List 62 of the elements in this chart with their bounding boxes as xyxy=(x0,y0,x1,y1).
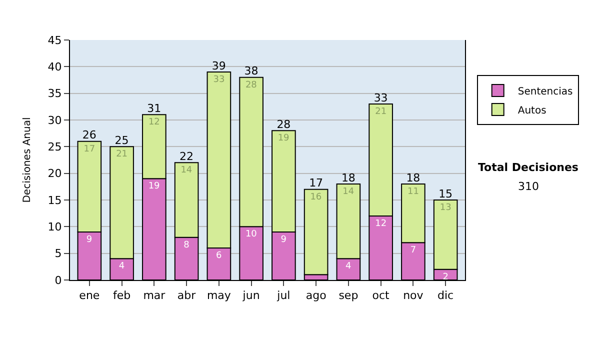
data-label: 2 xyxy=(442,272,448,282)
x-tick-label: feb xyxy=(112,289,131,302)
x-tick-label: dic xyxy=(438,289,454,302)
y-tick-label: 30 xyxy=(48,114,62,127)
x-tick-label: ene xyxy=(79,289,100,302)
data-label: 9 xyxy=(280,235,287,245)
data-label: 21 xyxy=(116,150,128,160)
data-label: 13 xyxy=(440,203,452,213)
data-label: 28 xyxy=(245,80,258,90)
total-label: 22 xyxy=(180,150,194,163)
total-label: 31 xyxy=(147,102,162,115)
x-tick-label: may xyxy=(206,289,232,302)
x-tick-label: ago xyxy=(306,289,327,302)
y-tick-label: 45 xyxy=(48,34,62,47)
data-label: 21 xyxy=(375,107,387,117)
y-tick-label: 40 xyxy=(48,60,62,74)
x-tick-label: sep xyxy=(338,289,358,302)
total-label: 28 xyxy=(276,118,291,131)
y-tick-label: 35 xyxy=(48,87,62,100)
total-label: 17 xyxy=(309,176,324,190)
data-label: 4 xyxy=(118,262,125,272)
data-label: 10 xyxy=(245,230,258,240)
legend-label: Autos xyxy=(518,105,546,116)
data-label: 19 xyxy=(278,134,290,144)
data-label: 7 xyxy=(410,246,416,256)
x-tick-label: abr xyxy=(177,289,196,302)
total-label: 39 xyxy=(212,59,226,72)
y-axis-title: Decisiones Anual xyxy=(22,117,33,203)
legend-label: Sentencias xyxy=(518,86,573,98)
total-label: 15 xyxy=(438,187,453,200)
text: 310 xyxy=(518,180,539,193)
x-tick-label: jun xyxy=(242,289,260,302)
x-tick-label: jul xyxy=(276,289,290,302)
data-label: 8 xyxy=(184,240,190,250)
data-label: 12 xyxy=(375,219,387,229)
data-label: 14 xyxy=(180,166,192,176)
data-label: 6 xyxy=(216,251,222,261)
x-tick-label: mar xyxy=(143,289,166,302)
total-label: 25 xyxy=(114,134,129,147)
x-tick-label: oct xyxy=(372,289,390,302)
text: Total Decisiones xyxy=(478,161,579,174)
y-tick-label: 15 xyxy=(48,194,62,207)
data-label: 17 xyxy=(84,144,96,154)
x-tick-label: nov xyxy=(403,289,424,302)
data-label: 9 xyxy=(86,235,92,245)
y-tick-label: 0 xyxy=(54,274,62,287)
data-label: 11 xyxy=(407,187,419,197)
y-tick-label: 20 xyxy=(48,167,62,180)
y-tick-label: 5 xyxy=(54,247,62,260)
total-label: 26 xyxy=(82,128,96,142)
data-label: 33 xyxy=(213,75,225,85)
total-label: 18 xyxy=(341,171,356,184)
total-label: 18 xyxy=(406,171,420,184)
data-label: 4 xyxy=(345,262,352,272)
data-label: 19 xyxy=(148,182,160,192)
y-tick-label: 10 xyxy=(48,220,62,234)
data-label: 16 xyxy=(310,192,322,202)
data-label: 14 xyxy=(342,187,354,197)
total-label: 33 xyxy=(374,91,388,104)
y-tick-label: 25 xyxy=(48,140,62,154)
total-label: 38 xyxy=(244,64,258,78)
data-label: 12 xyxy=(148,118,160,128)
